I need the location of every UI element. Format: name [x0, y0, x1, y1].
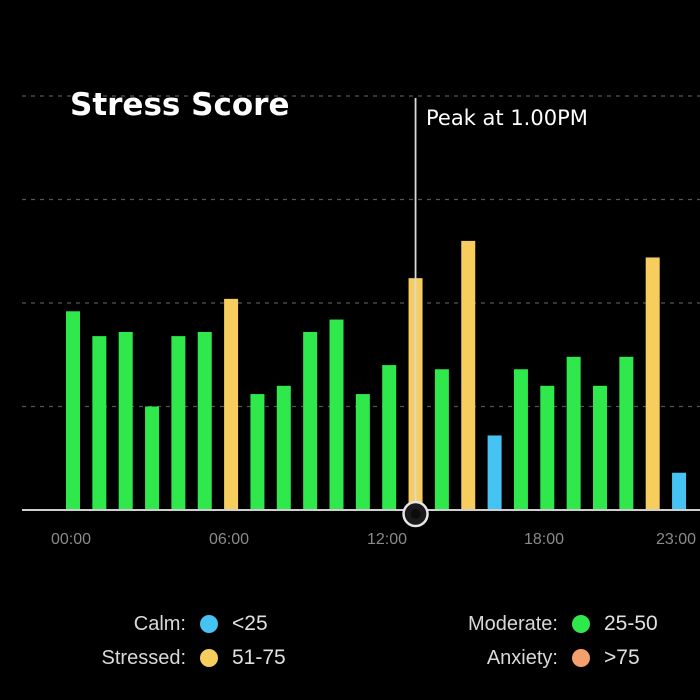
- bar-moderate: [434, 369, 449, 510]
- bar-moderate: [593, 385, 607, 510]
- scrubber-handle-center[interactable]: [410, 509, 421, 519]
- legend-range-anxiety: >75: [604, 646, 640, 669]
- bar-moderate: [92, 336, 107, 510]
- legend-label-moderate: Moderate:: [467, 612, 558, 635]
- bar-stressed: [224, 298, 239, 510]
- legend-range-moderate: 25-50: [604, 612, 658, 635]
- calm-dot-icon: [200, 615, 218, 633]
- bar-calm: [672, 472, 687, 510]
- stressed-dot-icon: [200, 649, 218, 667]
- bar-moderate: [171, 336, 186, 510]
- bars: [66, 240, 687, 510]
- legend-item-calm: Calm: <25: [60, 612, 268, 636]
- x-tick-label: 00:00: [51, 531, 91, 548]
- legend-label-stressed: Stressed:: [101, 646, 186, 669]
- anxiety-dot-icon: [572, 649, 590, 667]
- bar-moderate: [382, 365, 397, 510]
- bar-moderate: [197, 331, 212, 510]
- legend-range-calm: <25: [232, 612, 268, 635]
- bar-stressed: [645, 257, 660, 510]
- bar-moderate: [118, 331, 133, 510]
- legend-item-anxiety: Anxiety: >75: [440, 646, 640, 670]
- bar-moderate: [513, 369, 528, 510]
- bar-stressed: [461, 240, 476, 510]
- legend-label-calm: Calm:: [133, 612, 186, 635]
- bar-moderate: [329, 319, 344, 510]
- x-tick-label: 12:00: [367, 531, 407, 548]
- moderate-dot-icon: [572, 615, 590, 633]
- bar-moderate: [566, 356, 581, 510]
- chart-title: Stress Score: [70, 87, 289, 123]
- bar-moderate: [303, 331, 318, 510]
- bar-moderate: [66, 311, 80, 510]
- legend-item-moderate: Moderate: 25-50: [440, 612, 658, 636]
- bar-moderate: [276, 385, 291, 510]
- legend-label-anxiety: Anxiety:: [486, 646, 558, 669]
- x-tick-label: 06:00: [209, 531, 249, 548]
- bar-moderate: [619, 356, 634, 510]
- legend-item-stressed: Stressed: 51-75: [60, 646, 286, 670]
- x-tick-labels: 00:00 06:00 12:00 18:00 23:00: [51, 531, 696, 548]
- x-tick-label: 23:00: [656, 531, 696, 548]
- bar-moderate: [355, 394, 370, 510]
- legend-range-stressed: 51-75: [232, 646, 286, 669]
- peak-scrubber-handle[interactable]: [402, 500, 429, 528]
- bar-moderate: [145, 406, 160, 510]
- x-tick-label: 18:00: [524, 531, 564, 548]
- bar-moderate: [540, 385, 555, 510]
- peak-annotation: Peak at 1.00PM: [426, 106, 588, 130]
- bar-moderate: [250, 394, 265, 510]
- bar-calm: [487, 435, 502, 510]
